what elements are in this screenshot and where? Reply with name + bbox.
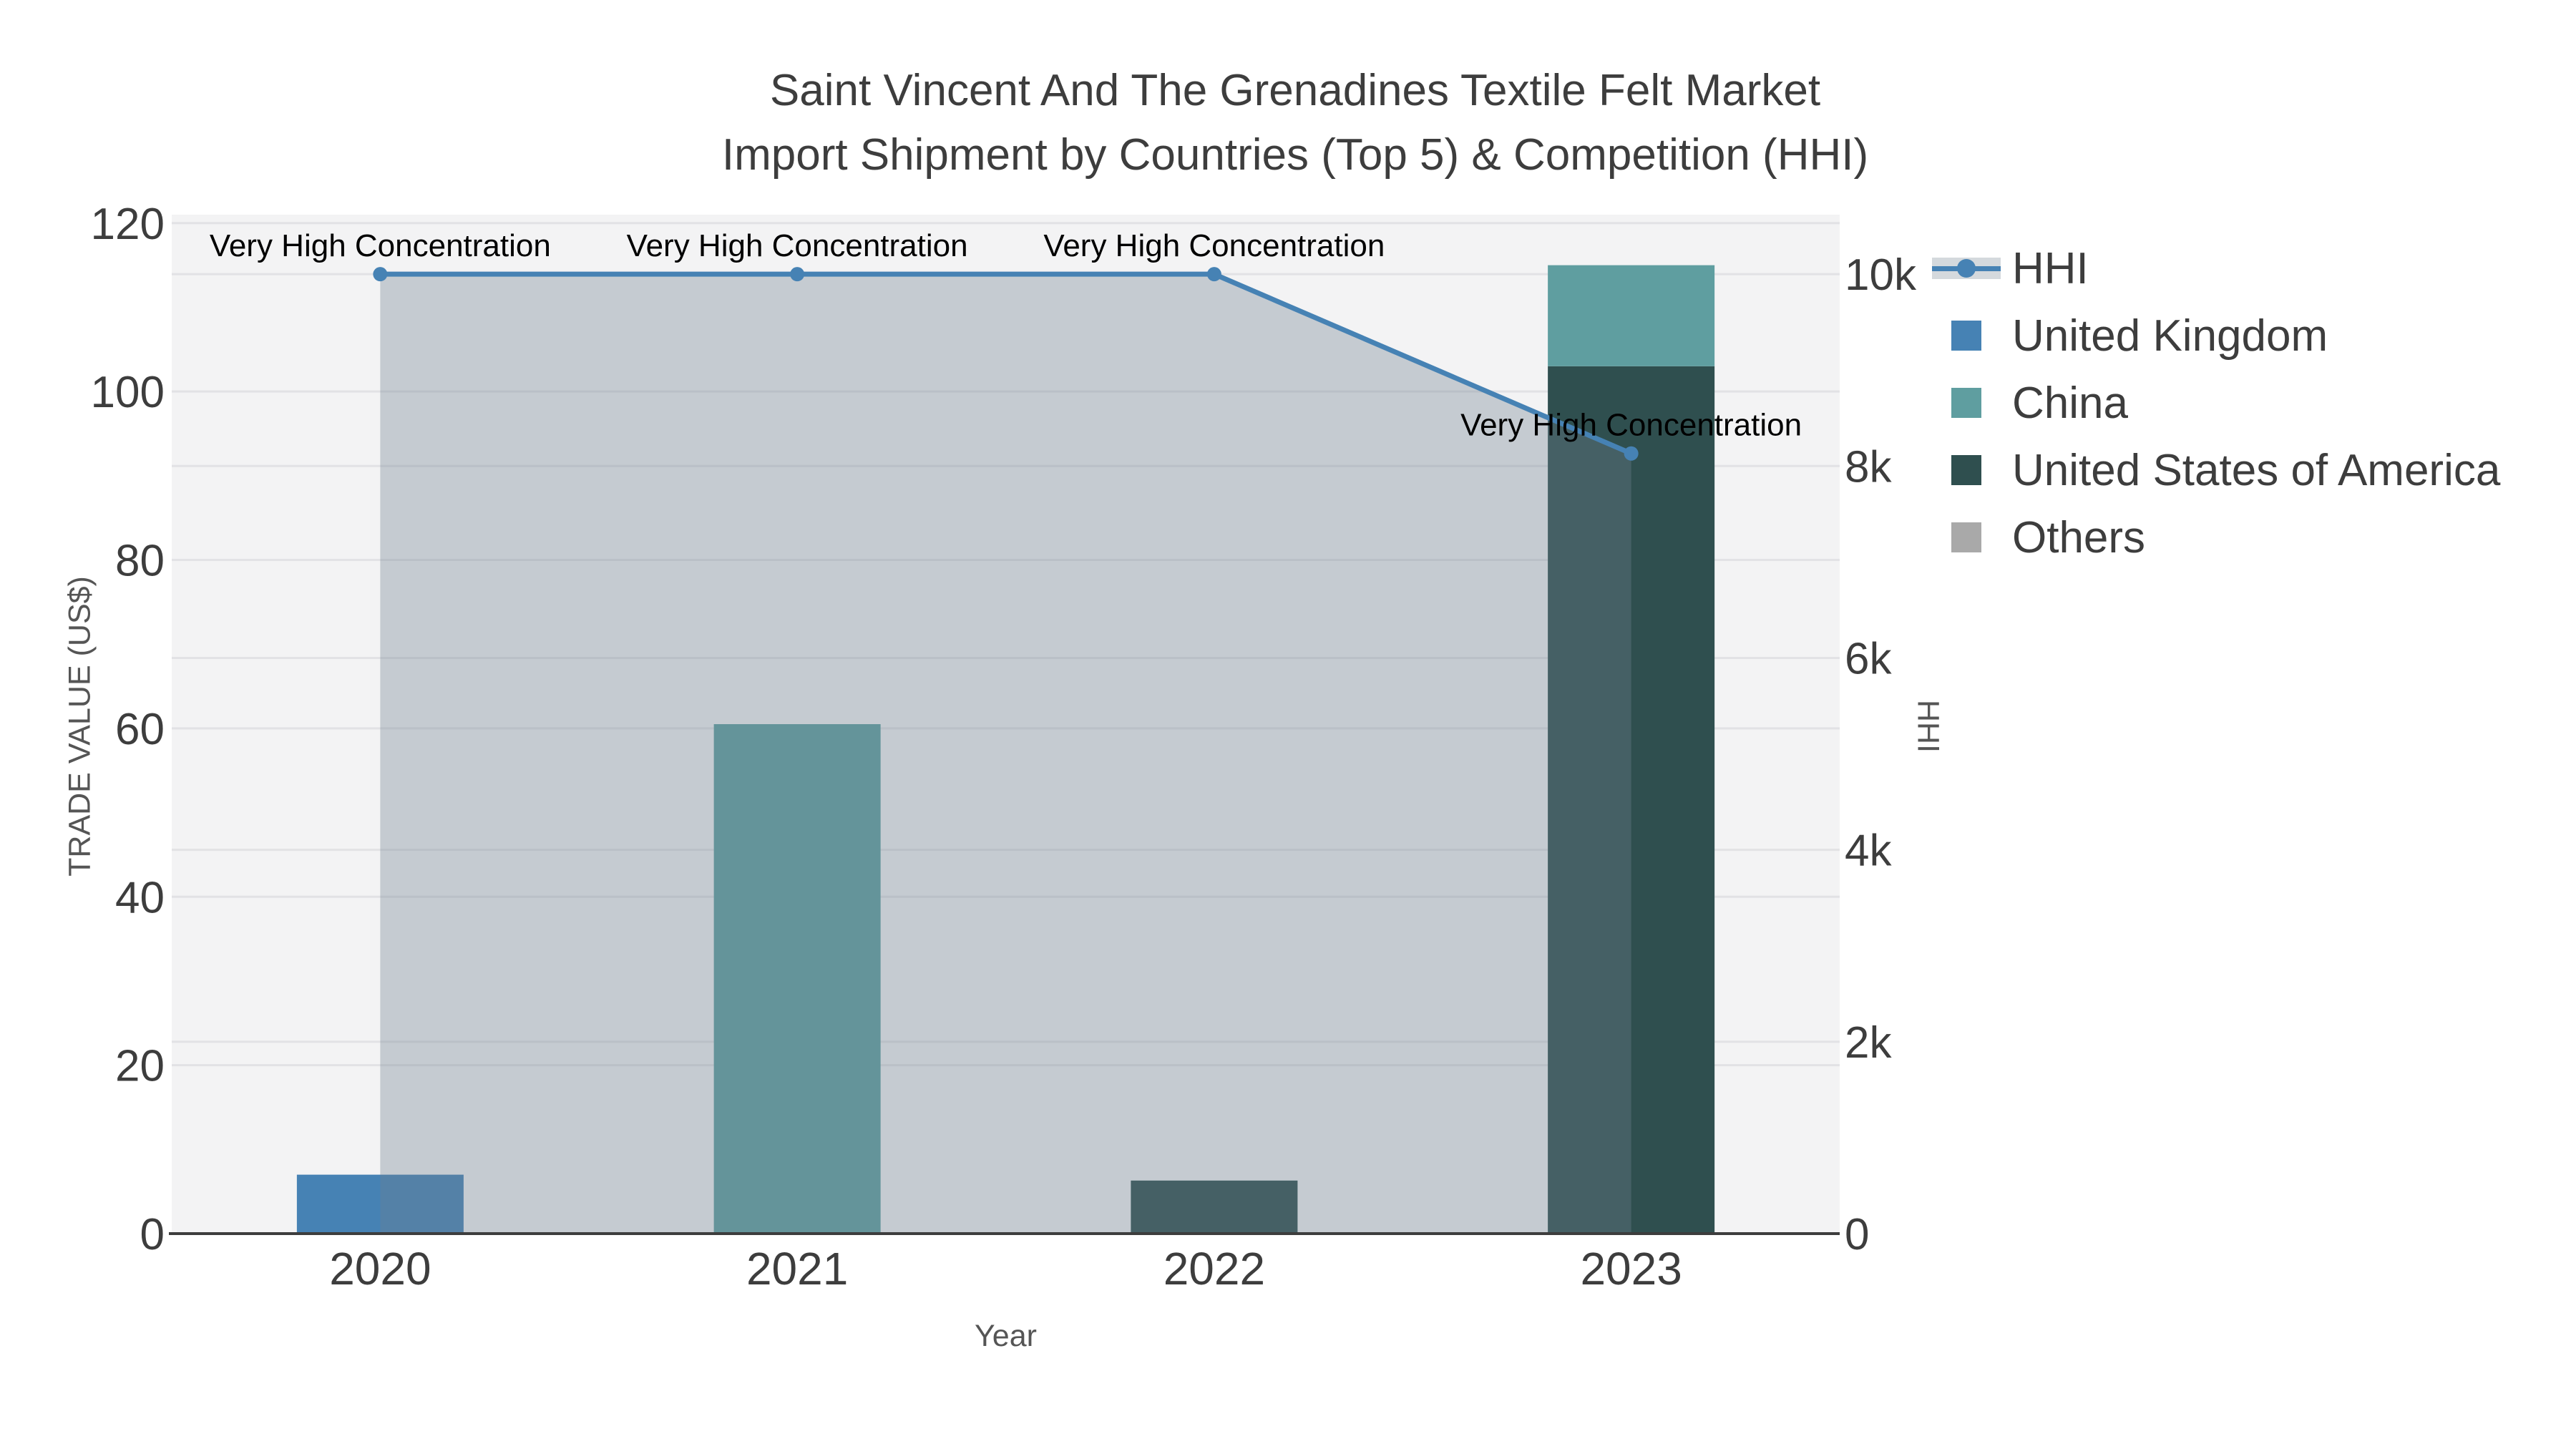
- hhi-line: [380, 271, 1633, 456]
- legend-item: China: [1932, 369, 2500, 436]
- legend-color-swatch: [1951, 321, 1981, 351]
- chart-title: Saint Vincent And The Grenadines Textile…: [0, 59, 2576, 187]
- annotation-label: Very High Concentration: [1460, 408, 1802, 443]
- legend-color-swatch-icon: [1932, 522, 2001, 552]
- right-axis-tick-label: 2k: [1845, 1018, 1892, 1068]
- chart-title-line-1: Saint Vincent And The Grenadines Textile…: [769, 66, 1821, 115]
- chart-title-line-2: Import Shipment by Countries (Top 5) & C…: [721, 130, 1869, 180]
- left-axis-tick-label: 120: [91, 200, 165, 249]
- annotation-label: Very High Concentration: [210, 228, 551, 263]
- legend-color-swatch-icon: [1932, 455, 2001, 485]
- left-axis-tick-label: 40: [115, 873, 165, 922]
- x-axis-tick-label: 2020: [329, 1243, 431, 1294]
- left-axis-tick-label: 0: [140, 1210, 165, 1259]
- legend-item-label: China: [2012, 378, 2128, 428]
- legend-item-label: Others: [2012, 512, 2146, 562]
- x-axis-tick-label: 2023: [1580, 1243, 1682, 1294]
- legend-line-marker-icon: [1932, 253, 2001, 283]
- x-axis-tick-label: 2021: [746, 1243, 848, 1294]
- right-axis-tick-label: 4k: [1845, 826, 1892, 876]
- left-axis-tick-label: 100: [91, 368, 165, 417]
- bar-segment: [1131, 1180, 1298, 1234]
- legend-item: United Kingdom: [1932, 302, 2500, 369]
- legend-item-label: United States of America: [2012, 445, 2501, 495]
- left-axis-tick-label: 20: [115, 1042, 165, 1091]
- legend-item: United States of America: [1932, 436, 2500, 504]
- legend-color-swatch-icon: [1932, 388, 2001, 418]
- right-axis-tick-label: 6k: [1845, 634, 1892, 683]
- hhi-area-fill: [380, 274, 1631, 1234]
- annotation-label: Very High Concentration: [627, 228, 968, 263]
- hhi-marker: [790, 267, 805, 282]
- right-axis-tick-label: 0: [1845, 1210, 1869, 1259]
- legend-color-swatch: [1951, 455, 1981, 485]
- right-axis-title: HHI: [1911, 699, 1946, 753]
- hhi-marker: [1624, 446, 1639, 461]
- bar-segment: [1548, 265, 1715, 366]
- hhi-marker: [1206, 267, 1221, 282]
- legend-item-label: United Kingdom: [2012, 311, 2328, 361]
- legend: HHI United Kingdom China United States of A…: [1932, 235, 2500, 571]
- bar-segment: [296, 1174, 464, 1234]
- bar-segment: [713, 724, 881, 1234]
- legend-color-swatch-icon: [1932, 321, 2001, 351]
- legend-item: Others: [1932, 504, 2500, 571]
- right-axis-tick-label: 10k: [1845, 250, 1917, 300]
- hhi-marker: [373, 267, 388, 282]
- legend-item: HHI: [1932, 235, 2500, 302]
- legend-color-swatch: [1951, 522, 1981, 552]
- left-axis-tick-label: 60: [115, 705, 165, 754]
- left-axis-tick-label: 80: [115, 537, 165, 586]
- legend-color-swatch: [1951, 388, 1981, 418]
- bar-segment: [1548, 366, 1715, 1234]
- x-axis-tick-label: 2022: [1163, 1243, 1265, 1294]
- legend-marker-dot-icon: [1957, 259, 1976, 278]
- right-axis-tick-label: 8k: [1845, 442, 1892, 492]
- left-axis-title: TRADE VALUE (US$): [62, 576, 97, 877]
- annotation-label: Very High Concentration: [1043, 228, 1385, 263]
- legend-item-label: HHI: [2012, 243, 2089, 293]
- x-axis-title: Year: [975, 1319, 1037, 1353]
